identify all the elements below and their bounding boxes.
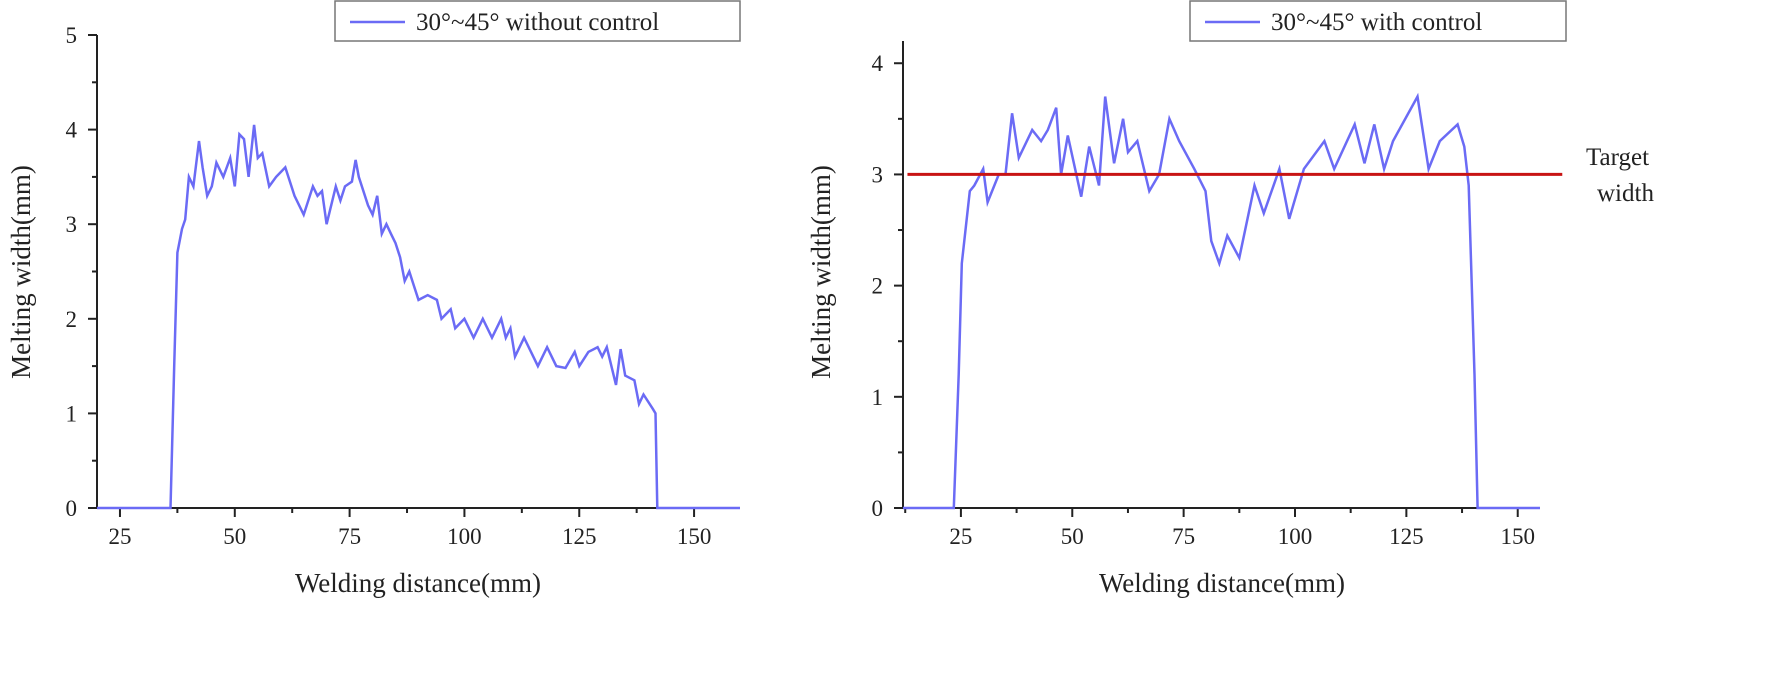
x-axis-title: Welding distance(mm) bbox=[1099, 568, 1345, 598]
x-tick-label: 100 bbox=[447, 524, 482, 549]
tick-labels: 0 1 2 3 4 25 50 75 100 125 150 bbox=[872, 51, 1535, 549]
y-tick-label: 3 bbox=[66, 212, 78, 237]
legend-label: 30°~45° with control bbox=[1271, 9, 1482, 36]
y-tick-label: 1 bbox=[66, 401, 78, 426]
x-tick-label: 125 bbox=[1389, 524, 1424, 549]
tick-labels: 0 1 2 3 4 5 25 50 75 100 125 150 bbox=[66, 23, 712, 549]
x-tick-label: 100 bbox=[1278, 524, 1313, 549]
x-tick-label: 75 bbox=[1172, 524, 1195, 549]
tick-marks bbox=[894, 62, 1519, 517]
series-line-with-control bbox=[903, 92, 1540, 510]
x-axis-title: Welding distance(mm) bbox=[295, 568, 541, 598]
y-tick-label: 4 bbox=[66, 118, 78, 143]
tick-marks bbox=[88, 34, 696, 517]
x-tick-label: 125 bbox=[562, 524, 597, 549]
chart-with-control: 0 1 2 3 4 25 50 75 100 125 150 Target width Weldin… bbox=[806, 0, 1654, 598]
x-tick-label: 50 bbox=[223, 524, 246, 549]
y-axis-title: Melting width(mm) bbox=[6, 165, 36, 379]
y-tick-label: 2 bbox=[66, 307, 78, 332]
x-tick-label: 75 bbox=[338, 524, 361, 549]
series-line-without-control bbox=[97, 124, 740, 510]
y-tick-label: 3 bbox=[872, 162, 884, 187]
y-tick-label: 0 bbox=[66, 496, 78, 521]
x-tick-label: 150 bbox=[677, 524, 712, 549]
target-label-line2: width bbox=[1597, 180, 1654, 207]
y-tick-label: 2 bbox=[872, 274, 884, 299]
legend: 30°~45° without control bbox=[334, 0, 741, 42]
target-label-line1: Target bbox=[1586, 144, 1649, 171]
x-tick-label: 50 bbox=[1061, 524, 1084, 549]
x-tick-label: 25 bbox=[949, 524, 972, 549]
y-tick-label: 0 bbox=[872, 496, 884, 521]
chart-without-control: 0 1 2 3 4 5 25 50 75 100 125 150 Welding distance(m… bbox=[6, 0, 741, 598]
legend: 30°~45° with control bbox=[1189, 0, 1567, 42]
x-tick-label: 25 bbox=[108, 524, 131, 549]
y-axis-title: Melting width(mm) bbox=[806, 165, 836, 379]
y-tick-label: 1 bbox=[872, 385, 884, 410]
y-tick-label: 5 bbox=[66, 23, 78, 48]
legend-label: 30°~45° without control bbox=[416, 9, 659, 36]
x-tick-label: 150 bbox=[1500, 524, 1535, 549]
y-tick-label: 4 bbox=[872, 51, 884, 76]
